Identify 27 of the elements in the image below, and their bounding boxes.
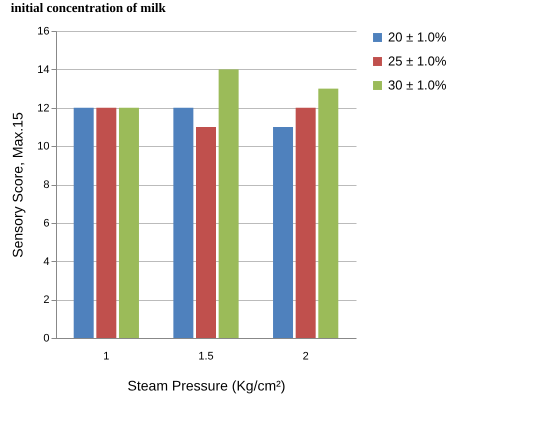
y-tick-label: 6	[43, 217, 50, 230]
bar	[118, 108, 139, 338]
y-tick-label: 8	[43, 179, 50, 191]
bar	[318, 88, 338, 338]
bar	[273, 126, 294, 338]
y-axis-title: Sensory Score, Max.15	[9, 112, 26, 258]
x-tick-label: 1	[103, 350, 110, 362]
y-tick-label: 4	[43, 256, 50, 268]
y-tick-label: 14	[37, 64, 50, 76]
y-tick-label: 10	[37, 140, 50, 153]
x-tick-label: 2	[302, 350, 309, 362]
legend-label: 30 ± 1.0%	[388, 78, 447, 92]
x-axis-title: Steam Pressure (Kg/cm²)	[128, 378, 286, 394]
bar	[296, 108, 316, 338]
bar	[218, 69, 239, 338]
bar	[74, 108, 94, 338]
y-tick-label: 16	[37, 26, 50, 38]
y-tick-label: 2	[43, 294, 50, 306]
bar	[96, 108, 116, 338]
y-tick-label: 12	[37, 102, 50, 114]
x-tick-label: 1.5	[198, 350, 214, 362]
bar	[196, 126, 216, 338]
legend-label: 25 ± 1.0%	[388, 54, 447, 68]
text: initial concentration of milk	[10, 0, 166, 15]
legend-label: 20 ± 1.0%	[388, 30, 447, 44]
bar	[173, 108, 194, 338]
y-tick-label: 0	[43, 332, 50, 344]
